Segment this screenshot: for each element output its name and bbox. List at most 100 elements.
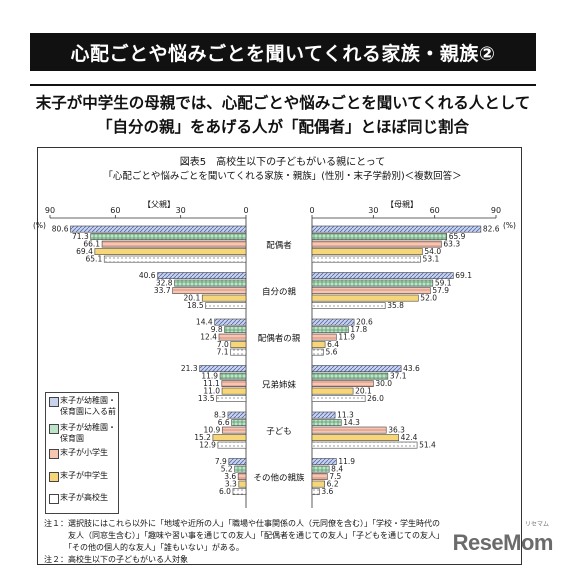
father-bar (238, 480, 247, 488)
mother-bar (311, 287, 431, 294)
father-bar (230, 341, 247, 348)
father-value-label: 3.6 (224, 472, 236, 481)
mother-value-label: 20.6 (356, 317, 373, 326)
father-value-label: 6.6 (218, 418, 230, 427)
mother-bar (311, 458, 337, 465)
mother-value-label: 11.3 (337, 410, 354, 419)
mother-value-label: 6.2 (327, 479, 339, 488)
legend-label-pre-kindergarten: 末子が幼稚園・ 保育園に入る前 (60, 396, 116, 416)
mother-value-label: 53.1 (423, 254, 440, 263)
mother-bar (311, 465, 330, 473)
father-bar (228, 458, 247, 465)
father-value-label: 10.9 (204, 425, 221, 434)
mother-bar (311, 480, 325, 488)
mother-bar (311, 411, 336, 419)
father-value-label: 11.1 (203, 379, 220, 388)
father-value-label: 7.1 (217, 347, 229, 356)
father-value-label: 80.6 (52, 224, 69, 233)
father-bar (205, 302, 247, 309)
mother-value-label: 65.9 (449, 232, 466, 241)
mother-value-label: 42.4 (401, 433, 418, 442)
father-bar (219, 372, 247, 380)
divider-top (30, 84, 536, 86)
father-bar (218, 333, 247, 341)
mother-bar (311, 372, 389, 380)
father-tick-label: 60 (110, 206, 120, 215)
father-bar (231, 419, 247, 426)
father-value-label: 69.4 (76, 247, 93, 256)
figure-frame (37, 147, 522, 565)
father-tick-label: 90 (45, 206, 55, 215)
father-bar (172, 287, 247, 294)
page-banner: 心配ごとや悩みごとを聞いてくれる家族・親族② (30, 33, 536, 71)
mother-value-label: 7.5 (329, 472, 341, 481)
legend-label-kindergarten: 末子が幼稚園・ 保育園 (60, 423, 116, 443)
mother-value-label: 36.3 (388, 425, 405, 434)
unit-left: (%) (33, 221, 46, 230)
father-bar (216, 395, 247, 402)
father-bar (221, 387, 247, 395)
mother-tick-label: 0 (309, 206, 314, 215)
mother-bar (311, 434, 399, 441)
father-value-label: 33.7 (154, 286, 171, 295)
father-value-label: 66.1 (83, 239, 100, 248)
mother-bar (311, 348, 324, 356)
mother-bar (311, 426, 387, 434)
mother-value-label: 5.6 (325, 347, 337, 356)
mother-value-label: 20.1 (355, 386, 372, 395)
mother-value-label: 17.8 (350, 325, 367, 334)
father-label: 【父親】 (143, 200, 175, 209)
father-value-label: 20.1 (184, 293, 201, 302)
father-bar (224, 326, 247, 333)
father-bar (230, 348, 247, 356)
mother-value-label: 63.3 (443, 239, 460, 248)
figure-caption: 図表5 高校生以下の子どもがいる親にとって (179, 157, 386, 168)
mother-value-label: 14.3 (343, 418, 360, 427)
father-tick-label: 0 (243, 206, 248, 215)
father-value-label: 5.2 (221, 464, 233, 473)
father-value-label: 11.9 (201, 371, 218, 380)
mother-value-label: 3.6 (321, 487, 333, 496)
mother-bar (311, 333, 337, 341)
father-value-label: 12.4 (200, 332, 217, 341)
legend-swatch-junior-high (49, 472, 59, 482)
mother-bar (311, 225, 482, 233)
mother-bar (311, 248, 423, 255)
mother-bar (311, 380, 374, 387)
father-value-label: 9.8 (211, 325, 223, 334)
note-1b: 友人（同窓生含む）」「趣味や習い事を通じての友人」「配偶者を通じての友人」「子ど… (44, 531, 444, 540)
mother-value-label: 51.4 (419, 440, 436, 449)
father-value-label: 14.4 (196, 317, 213, 326)
headline-line2: 「自分の親」をあげる人が「配偶者」とほぼ同じ割合 (96, 118, 469, 136)
legend-swatch-kindergarten (49, 424, 59, 434)
mother-value-label: 30.0 (375, 379, 392, 388)
mother-bar (311, 302, 386, 309)
unit-right: (%) (503, 221, 516, 230)
mother-bar (311, 387, 354, 395)
father-value-label: 12.9 (199, 440, 216, 449)
father-bar (70, 225, 247, 233)
mother-bar (311, 255, 421, 263)
father-value-label: 71.3 (72, 232, 89, 241)
mother-value-label: 57.9 (432, 286, 449, 295)
father-value-label: 13.5 (198, 394, 215, 403)
mother-bar (311, 233, 448, 240)
mother-value-label: 6.4 (327, 340, 339, 349)
father-value-label: 18.5 (187, 301, 204, 310)
father-bar (174, 279, 247, 287)
mother-value-label: 59.1 (435, 278, 452, 287)
father-bar (103, 255, 247, 263)
father-bar (237, 473, 247, 480)
note-1a: 注１：選択肢にはこれら以外に「地域や近所の人」「職場や仕事関係の人（元同僚を含む… (44, 519, 440, 528)
mother-bar (311, 318, 355, 326)
father-bar (221, 380, 247, 387)
father-bar (214, 318, 247, 326)
father-bar (94, 248, 247, 255)
mother-tick-label: 60 (430, 206, 440, 215)
legend-swatch-pre-kindergarten (49, 397, 59, 407)
headline-line1: 末子が中学生の母親では、心配ごとや悩みごとを聞いてくれる人として (35, 94, 531, 112)
mother-bar (311, 326, 349, 333)
father-bar (90, 233, 247, 240)
mother-value-label: 37.1 (390, 371, 407, 380)
